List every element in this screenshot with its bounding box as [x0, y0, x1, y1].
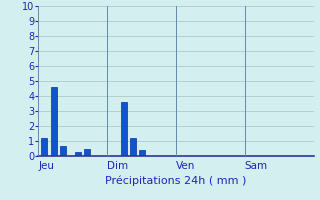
Bar [41, 138, 47, 156]
Bar [75, 152, 81, 156]
Bar [60, 146, 66, 156]
Bar [121, 102, 127, 156]
Bar [84, 148, 90, 156]
Bar [51, 87, 57, 156]
X-axis label: Précipitations 24h ( mm ): Précipitations 24h ( mm ) [105, 175, 247, 186]
Bar [130, 138, 136, 156]
Bar [139, 150, 145, 156]
